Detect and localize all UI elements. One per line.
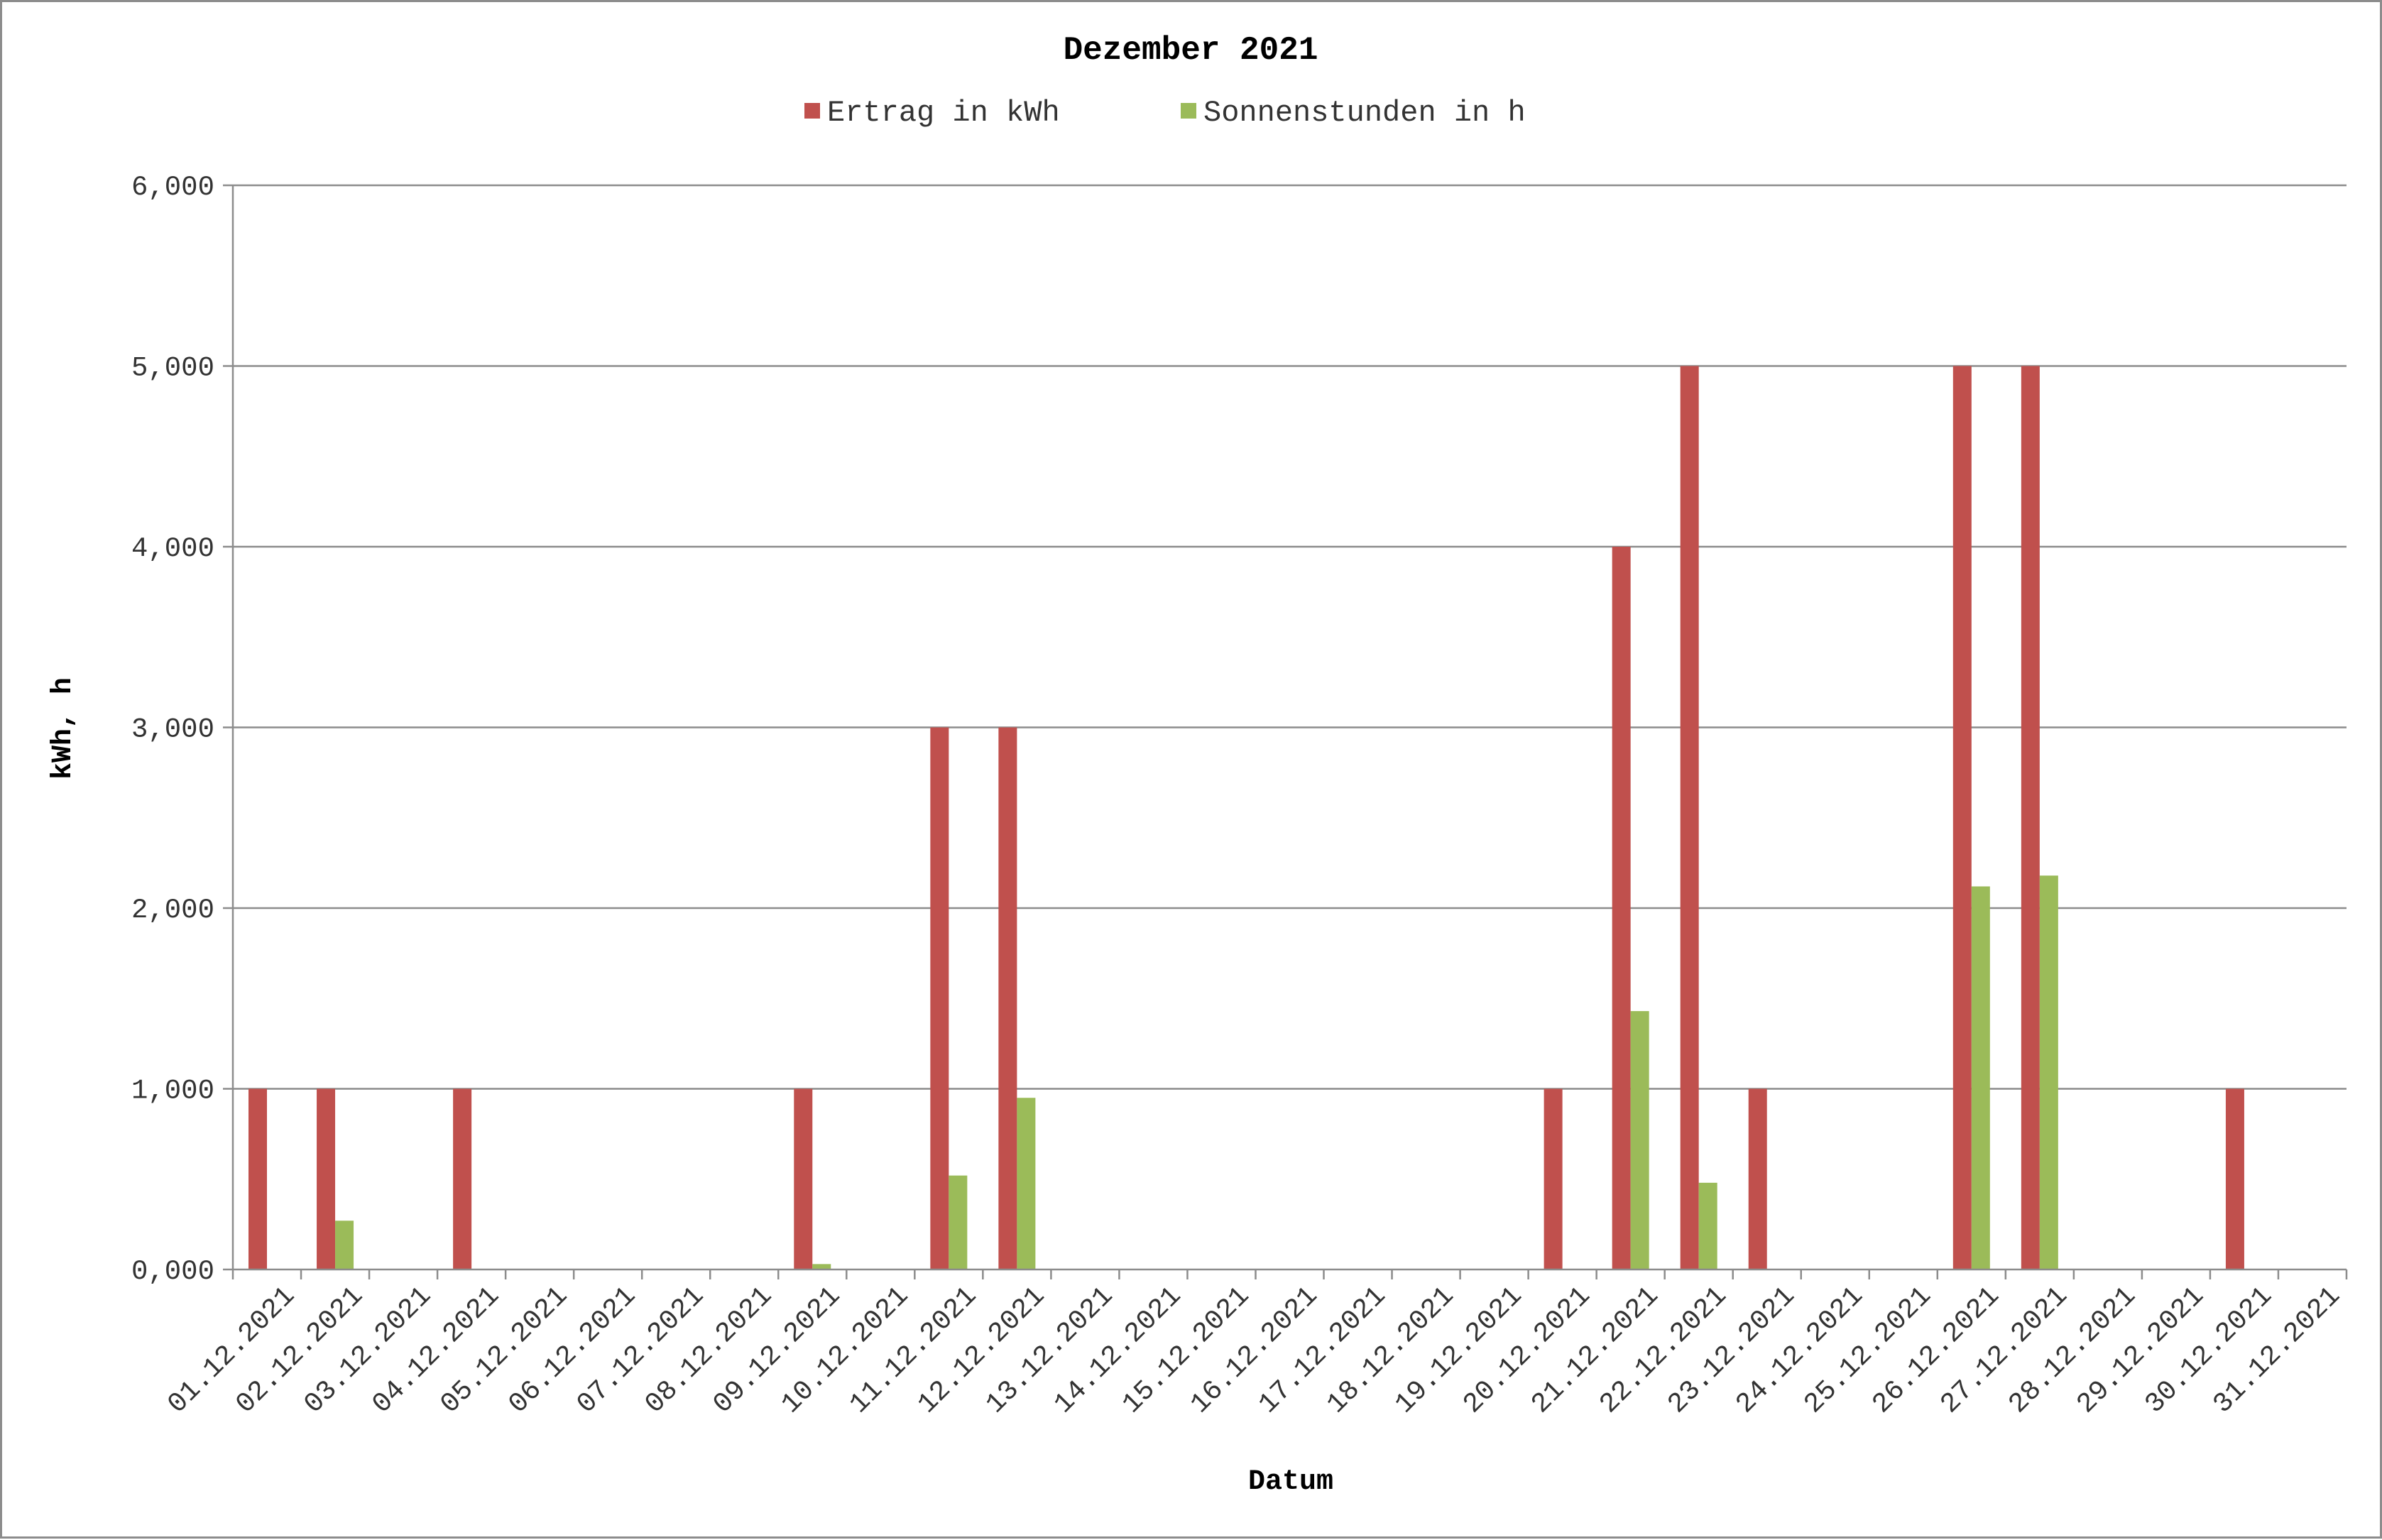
legend-label: Ertrag in kWh [827, 96, 1060, 130]
y-axis-title: kWh, h [48, 677, 80, 780]
y-tick-label: 0,000 [131, 1256, 214, 1287]
chart-title: Dezember 2021 [1064, 32, 1318, 69]
y-tick-label: 4,000 [131, 533, 214, 564]
bar-ertrag [1612, 547, 1631, 1269]
bar-ertrag [453, 1088, 472, 1269]
bar-sonnenstunden [949, 1175, 968, 1269]
bar-sonnenstunden [2039, 875, 2058, 1269]
bar-ertrag [317, 1088, 336, 1269]
bar-ertrag [2225, 1088, 2244, 1269]
bar-ertrag [794, 1088, 813, 1269]
legend-swatch [1181, 103, 1196, 119]
bar-ertrag [1952, 366, 1972, 1269]
bar-ertrag [1748, 1088, 1767, 1269]
axes [231, 185, 2347, 1271]
y-tick-label: 6,000 [131, 172, 214, 203]
gridlines [233, 184, 2347, 1090]
bars [248, 366, 2244, 1269]
bar-ertrag [1680, 366, 1699, 1269]
y-tick-label: 3,000 [131, 714, 214, 746]
bar-sonnenstunden [1971, 886, 1990, 1269]
x-axis-ticks: 01.12.202102.12.202103.12.202104.12.2021… [162, 1269, 2348, 1420]
bar-ertrag [930, 727, 949, 1269]
y-tick-label: 5,000 [131, 353, 214, 384]
legend-label: Sonnenstunden in h [1203, 96, 1526, 130]
bar-ertrag [1544, 1088, 1563, 1269]
y-tick-label: 2,000 [131, 895, 214, 926]
legend-swatch [804, 103, 820, 119]
bar-sonnenstunden [1698, 1182, 1717, 1269]
bar-sonnenstunden [335, 1220, 354, 1269]
y-axis-ticks: 0,000 1,000 2,000 3,000 4,000 5,000 6,000 [131, 172, 233, 1287]
bar-sonnenstunden [1630, 1011, 1649, 1269]
y-tick-label: 1,000 [131, 1076, 214, 1107]
bar-ertrag [998, 727, 1017, 1269]
bar-sonnenstunden [812, 1264, 831, 1269]
x-axis-title: Datum [1248, 1466, 1333, 1498]
bar-ertrag [248, 1088, 268, 1269]
legend: Ertrag in kWh Sonnenstunden in h [804, 96, 1526, 130]
bar-ertrag [2021, 366, 2040, 1269]
bar-sonnenstunden [1017, 1098, 1036, 1269]
